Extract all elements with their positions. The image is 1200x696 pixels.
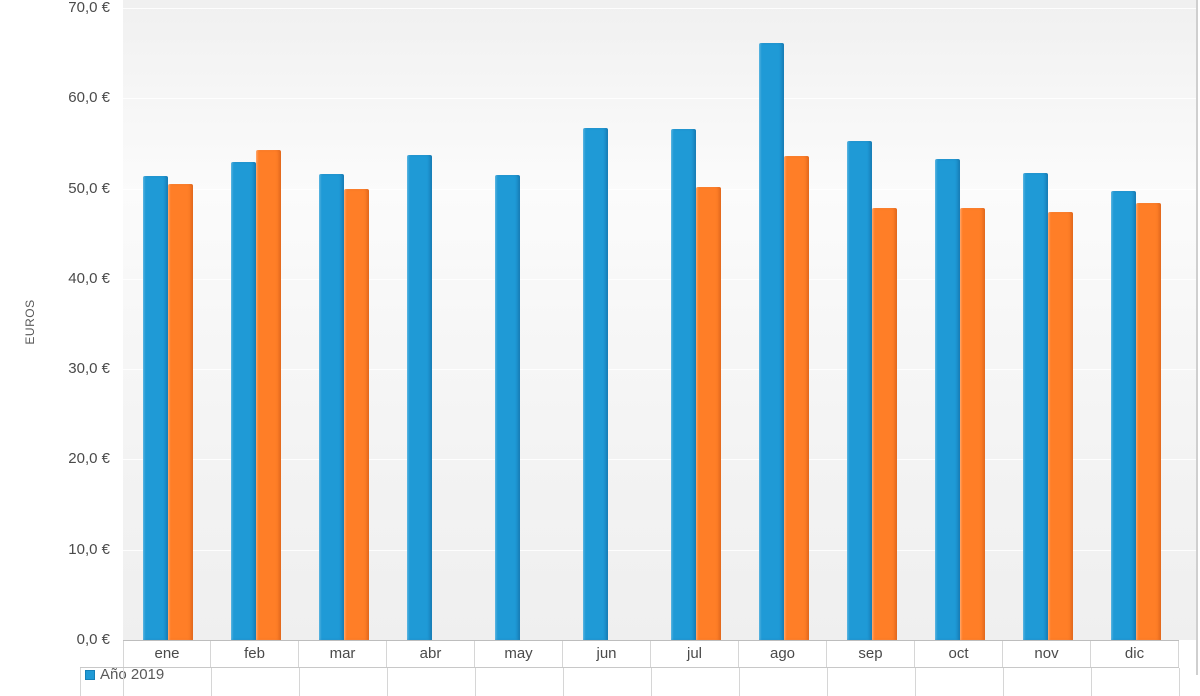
month-cell-ago: ago (739, 641, 827, 668)
table-cell-border (475, 668, 476, 696)
y-tick-label: 10,0 € (68, 540, 110, 558)
gridline (123, 549, 1196, 551)
y-tick-label: 70,0 € (68, 0, 110, 17)
plot-area (123, 0, 1196, 640)
table-cell-border (123, 668, 124, 696)
gridline (123, 369, 1196, 371)
legend-row-top-border (80, 667, 1179, 668)
bar-series2-sep (872, 208, 897, 640)
month-cell-oct: oct (915, 641, 1003, 668)
bar-año-2019-sep (847, 140, 872, 640)
bar-series2-ago (784, 156, 809, 640)
month-cell-may: may (475, 641, 563, 668)
y-tick-label: 60,0 € (68, 89, 110, 107)
y-tick-label: 30,0 € (68, 360, 110, 378)
month-cell-jul: jul (651, 641, 739, 668)
bar-año-2019-nov (1023, 173, 1048, 640)
x-axis-category-row: ene feb mar abr may jun jul ago sep oct nov dic (123, 640, 1179, 668)
month-cell-dic: dic (1091, 641, 1179, 668)
gridline (123, 8, 1196, 10)
month-cell-feb: feb (211, 641, 299, 668)
table-cell-border (651, 668, 652, 696)
table-cell-border (1091, 668, 1092, 696)
bar-año-2019-mar (319, 174, 344, 640)
table-cell-border (1179, 668, 1180, 696)
gridline (123, 98, 1196, 100)
y-tick-label: 20,0 € (68, 450, 110, 468)
gridline (123, 278, 1196, 280)
y-tick-label: 50,0 € (68, 179, 110, 197)
bar-series2-feb (256, 149, 281, 640)
table-cell-border (563, 668, 564, 696)
bar-series2-nov (1048, 212, 1073, 640)
table-cell-border (299, 668, 300, 696)
month-cell-mar: mar (299, 641, 387, 668)
table-cell-border (211, 668, 212, 696)
bar-año-2019-abr (407, 155, 432, 640)
bar-series2-mar (344, 188, 369, 640)
bar-chart: EUROS 70,0 € 60,0 € 50,0 € 40,0 € 30,0 € 20,0… (23, 0, 1198, 696)
table-cell-border (387, 668, 388, 696)
legend-key-swatch-icon (85, 670, 95, 680)
bar-series2-dic (1136, 203, 1161, 640)
bar-año-2019-oct (935, 158, 960, 640)
table-cell-border (80, 668, 81, 696)
table-cell-border (827, 668, 828, 696)
month-cell-sep: sep (827, 641, 915, 668)
gridline (123, 459, 1196, 461)
month-cell-jun: jun (563, 641, 651, 668)
legend-series-label: Año 2019 (100, 666, 165, 683)
chart-right-border (1196, 0, 1198, 675)
gridline (123, 188, 1196, 190)
bar-series2-oct (960, 208, 985, 640)
bar-año-2019-feb (231, 162, 256, 640)
bar-año-2019-jun (583, 128, 608, 640)
bar-año-2019-ene (143, 175, 168, 640)
bar-año-2019-dic (1111, 191, 1136, 640)
month-cell-nov: nov (1003, 641, 1091, 668)
bar-series2-ene (168, 184, 193, 640)
table-cell-border (739, 668, 740, 696)
table-cell-border (1003, 668, 1004, 696)
y-tick-label: 0,0 € (76, 631, 110, 648)
y-axis-title: EUROS (23, 299, 37, 345)
y-tick-label: 40,0 € (68, 269, 110, 287)
bar-año-2019-jul (671, 129, 696, 640)
data-table-legend-row: Año 2019 (0, 666, 1200, 696)
bar-año-2019-may (495, 175, 520, 640)
month-cell-ene: ene (123, 641, 211, 668)
table-cell-border (915, 668, 916, 696)
bar-series2-jul (696, 186, 721, 640)
month-cell-abr: abr (387, 641, 475, 668)
bar-año-2019-ago (759, 43, 784, 640)
